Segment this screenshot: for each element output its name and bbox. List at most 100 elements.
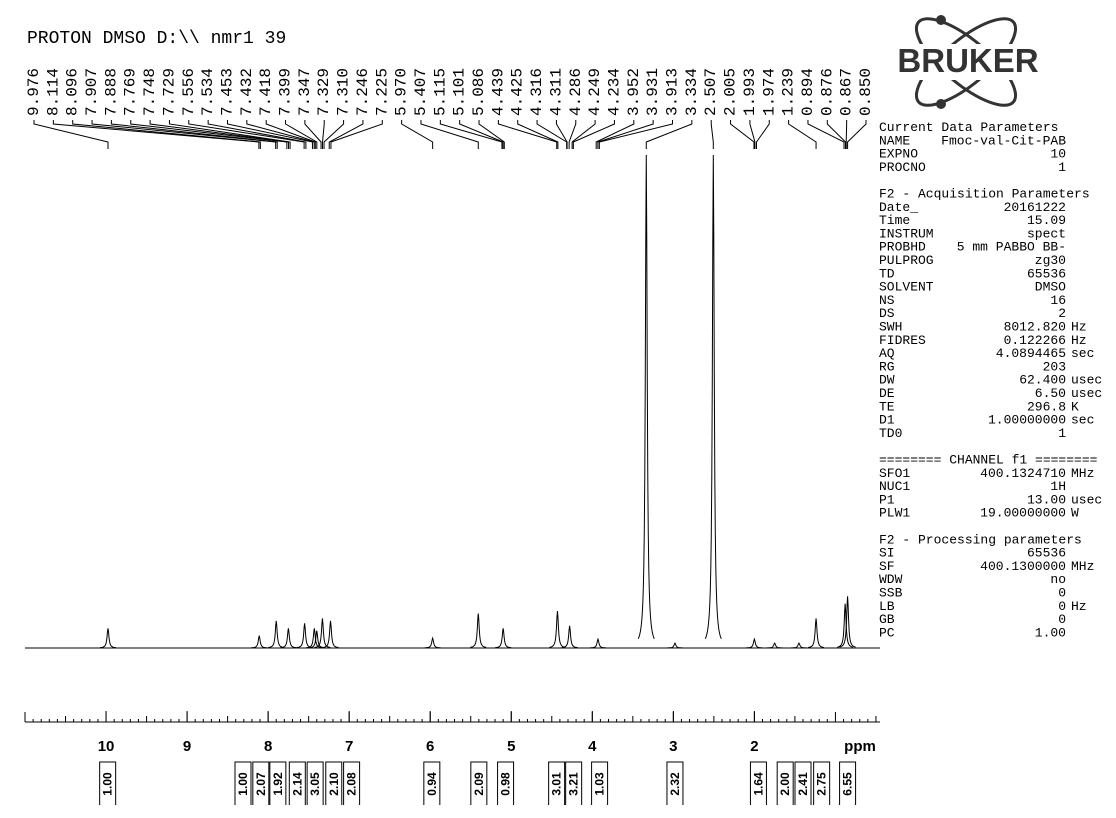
param-value: DMSO	[1035, 280, 1066, 295]
peak	[314, 618, 331, 648]
peak-label: 1.974	[760, 68, 778, 116]
param-value: 0	[1058, 612, 1066, 627]
peak-label: 5.407	[412, 68, 430, 116]
integral-bracket	[794, 761, 812, 805]
integral-label: 1.92	[271, 772, 285, 796]
param-value: 13.00	[1027, 492, 1066, 507]
peak-label: 7.769	[122, 68, 140, 116]
param-unit: usec	[1071, 386, 1102, 401]
integral-bracket	[497, 761, 515, 805]
logo-text: BRUKER	[897, 42, 1038, 79]
param-value: 400.1324710	[980, 466, 1066, 481]
peak-label: 7.347	[296, 68, 314, 116]
param-name: AQ	[879, 346, 895, 361]
param-value: zg30	[1035, 253, 1066, 268]
peak-leader	[497, 120, 558, 149]
param-name: DW	[879, 373, 895, 388]
peak-label: 7.399	[277, 68, 295, 116]
peak-label: 5.101	[451, 68, 469, 116]
integral-bracket	[325, 761, 343, 805]
param-value: 0.122266	[1004, 333, 1066, 348]
peak-leader	[420, 120, 479, 149]
param-value: 0	[1058, 586, 1066, 601]
peak-leader	[459, 120, 504, 149]
peak-leader	[730, 120, 755, 149]
logo: BRUKER	[878, 15, 1060, 109]
param-value: 15.09	[1027, 213, 1066, 228]
x-tick-label: 5	[507, 738, 515, 755]
param-name: SOLVENT	[879, 280, 934, 295]
peak-leader	[555, 120, 568, 149]
peak-label: 0.867	[838, 68, 856, 116]
integral-label: 1.64	[751, 772, 765, 796]
peak-leader	[847, 120, 867, 149]
x-axis-label: ppm	[844, 738, 876, 755]
peak-leader	[33, 120, 109, 149]
peak-leader	[595, 120, 635, 149]
param-name: PULPROG	[879, 253, 934, 268]
param-name: NUC1	[879, 479, 910, 494]
peak	[704, 154, 722, 640]
peak	[296, 623, 313, 649]
peak-label: 7.310	[335, 68, 353, 116]
peak-label: 7.246	[354, 68, 372, 116]
param-value: 16	[1050, 293, 1066, 308]
peak-label: 5.970	[393, 68, 411, 116]
param-unit: Hz	[1071, 333, 1087, 348]
peak	[99, 628, 117, 649]
peak-label: 4.316	[528, 68, 546, 116]
param-unit: W	[1071, 506, 1079, 521]
peak-label: 7.225	[373, 68, 391, 116]
peak-leader	[91, 120, 277, 149]
integral-label: 1.00	[101, 772, 115, 796]
peak	[666, 642, 683, 649]
section-title: F2 - Processing parameters	[879, 532, 1082, 547]
peak-label: 7.329	[315, 68, 333, 116]
integral-bracket	[591, 761, 609, 805]
param-unit: Hz	[1071, 599, 1087, 614]
logo-band	[878, 44, 1060, 80]
peak	[268, 620, 285, 648]
peak-leader	[478, 120, 505, 149]
param-value: spect	[1027, 226, 1066, 241]
peak-label: 7.556	[180, 68, 198, 116]
param-unit: MHz	[1071, 466, 1094, 481]
x-tick-label: 8	[264, 738, 272, 755]
peak	[251, 635, 268, 649]
integral-label: 6.55	[841, 772, 855, 796]
x-tick-label: 2	[750, 738, 758, 755]
param-name: RG	[879, 359, 895, 374]
peak-leader	[710, 120, 714, 149]
param-value: 65536	[1027, 266, 1066, 281]
param-name: TE	[879, 399, 895, 414]
param-name: INSTRUM	[879, 226, 934, 241]
param-unit: K	[1071, 399, 1079, 414]
peak-leader	[755, 120, 770, 149]
integral-label: 3.21	[567, 772, 581, 796]
peak-label: 7.907	[83, 68, 101, 116]
peak-label: 7.432	[238, 68, 256, 116]
param-name: Date_	[879, 200, 918, 215]
peak-label: 4.439	[489, 68, 507, 116]
param-value: 8012.820	[1004, 320, 1066, 335]
peak-label: 3.334	[683, 68, 701, 116]
param-unit: usec	[1071, 492, 1102, 507]
integral-bracket	[343, 761, 361, 805]
integral-bracket	[666, 761, 684, 805]
param-unit: sec	[1071, 346, 1094, 361]
integral-label: 2.41	[796, 772, 810, 796]
x-tick-label: 9	[183, 738, 191, 755]
param-value: 6.50	[1035, 386, 1066, 401]
peak-leader	[807, 120, 845, 149]
header: PROTON DMSO D:\\ nmr1 39	[27, 29, 286, 49]
peak-leader	[749, 120, 756, 149]
peak-label: 8.096	[64, 68, 82, 116]
param-value: 5 mm PABBO BB-	[957, 240, 1066, 255]
param-name: FIDRES	[879, 333, 926, 348]
integral-label: 1.03	[593, 772, 607, 796]
peak-leader	[188, 120, 305, 149]
peak	[589, 637, 606, 649]
peak	[766, 642, 783, 649]
integral-bracket	[749, 761, 767, 805]
peak-leader	[568, 120, 577, 149]
